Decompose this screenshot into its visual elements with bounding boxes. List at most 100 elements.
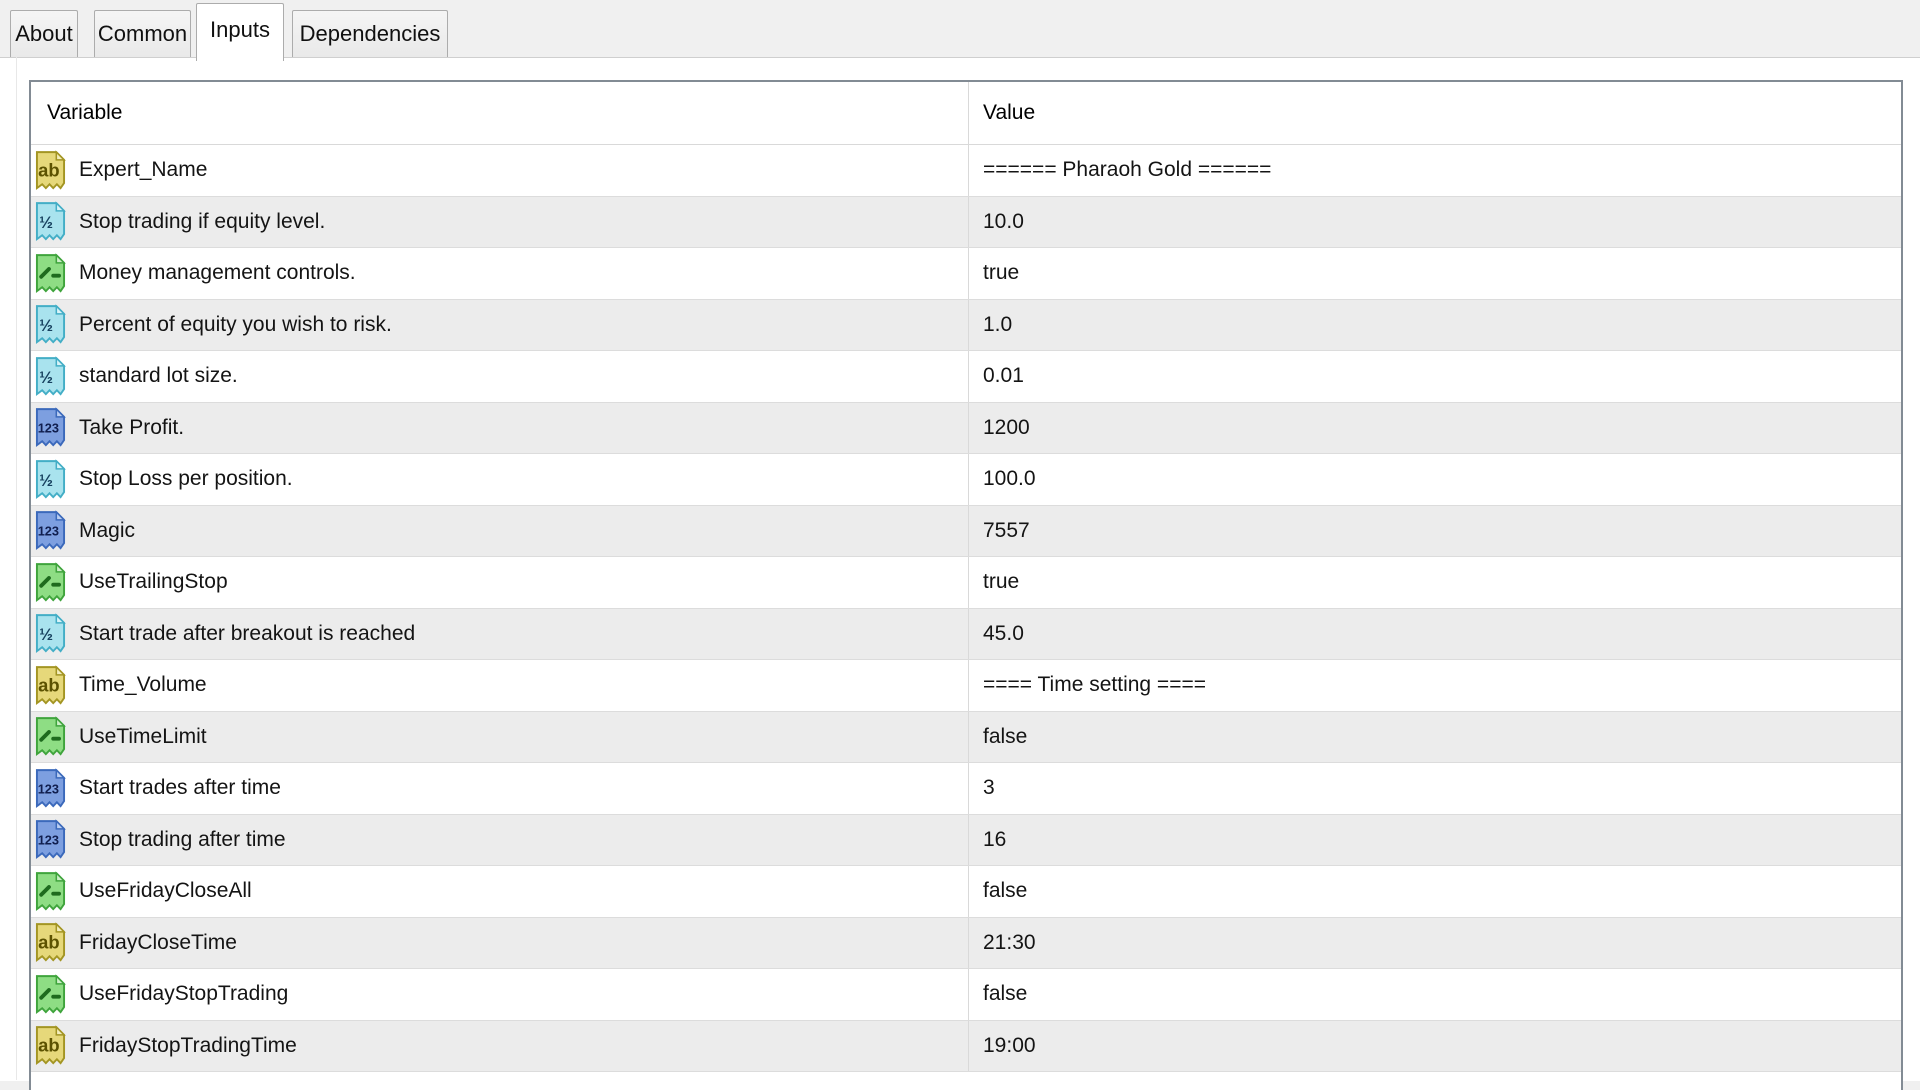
table-row[interactable]: ab FridayStopTradingTime 19:00 — [31, 1020, 1901, 1072]
table-row[interactable]: UseTrailingStop true — [31, 557, 1901, 609]
integer-type-icon: 123 — [35, 510, 66, 551]
variable-value: ====== Pharaoh Gold ====== — [983, 158, 1272, 182]
variable-cell: UseTimeLimit — [31, 712, 968, 763]
value-cell[interactable]: 45.0 — [968, 608, 1901, 659]
variable-name: Money management controls. — [79, 261, 356, 285]
value-cell[interactable]: 16 — [968, 814, 1901, 865]
type-icon-slot: 123 — [35, 819, 66, 860]
type-icon-slot — [35, 561, 66, 603]
variable-cell: ½ Stop trading if equity level. — [31, 197, 968, 248]
table-row[interactable]: UseFridayCloseAll false — [31, 866, 1901, 918]
variable-value: true — [983, 570, 1020, 594]
type-icon-slot: ab — [35, 1025, 66, 1066]
tab-inputs-label: Inputs — [210, 16, 270, 42]
svg-text:½: ½ — [39, 214, 53, 232]
table-row[interactable]: Money management controls. true — [31, 248, 1901, 300]
variable-cell: 123 Stop trading after time — [31, 815, 968, 866]
value-cell[interactable]: 3 — [968, 763, 1901, 814]
variable-cell: ½ standard lot size. — [31, 351, 968, 402]
value-cell[interactable]: false — [968, 711, 1901, 762]
tab-about[interactable]: About — [10, 10, 78, 57]
table-row[interactable]: 123 Stop trading after time 16 — [31, 814, 1901, 866]
variable-value: false — [983, 724, 1028, 748]
table-row[interactable]: ½ standard lot size. 0.01 — [31, 351, 1901, 403]
value-cell[interactable]: true — [968, 248, 1901, 299]
type-icon-slot: ab — [35, 922, 66, 963]
variable-value: 0.01 — [983, 364, 1024, 388]
double-type-icon: ½ — [35, 355, 66, 396]
table-row[interactable]: ab Time_Volume ==== Time setting ==== — [31, 660, 1901, 712]
variable-cell: ½ Stop Loss per position. — [31, 454, 968, 505]
variable-cell: 123 Start trades after time — [31, 763, 968, 814]
table-row[interactable]: ½ Percent of equity you wish to risk. 1.… — [31, 299, 1901, 351]
variable-name: Stop Loss per position. — [79, 467, 293, 491]
value-cell[interactable]: 19:00 — [968, 1020, 1901, 1071]
table-row[interactable]: ½ Start trade after breakout is reached … — [31, 608, 1901, 660]
variable-name: standard lot size. — [79, 364, 238, 388]
value-cell[interactable]: 1.0 — [968, 299, 1901, 350]
column-header-value[interactable]: Value — [968, 82, 1901, 144]
type-icon-slot: 123 — [35, 767, 66, 809]
type-icon-slot — [35, 870, 66, 912]
table-row[interactable]: ab Expert_Name ====== Pharaoh Gold =====… — [31, 145, 1901, 197]
inputs-table: Variable Value ab Expert_Name ====== Pha… — [29, 80, 1903, 1090]
type-icon-slot: ½ — [35, 201, 66, 242]
tab-common[interactable]: Common — [94, 10, 191, 57]
double-type-icon: ½ — [35, 458, 66, 499]
type-icon-slot: 123 — [35, 407, 66, 448]
value-cell[interactable]: 0.01 — [968, 351, 1901, 402]
variable-cell: ab Expert_Name — [31, 145, 968, 196]
value-cell[interactable]: ==== Time setting ==== — [968, 660, 1901, 711]
tab-dependencies[interactable]: Dependencies — [292, 10, 448, 57]
string-type-icon: ab — [35, 1025, 66, 1066]
variable-cell: ab Time_Volume — [31, 660, 968, 711]
value-cell[interactable]: false — [968, 866, 1901, 917]
variable-value: true — [983, 261, 1020, 285]
tab-inputs[interactable]: Inputs — [196, 3, 284, 61]
svg-text:ab: ab — [38, 932, 59, 953]
value-cell[interactable]: 7557 — [968, 505, 1901, 556]
value-cell[interactable]: 100.0 — [968, 454, 1901, 505]
value-cell[interactable]: false — [968, 969, 1901, 1020]
variable-cell: 123 Magic — [31, 506, 968, 557]
variable-name: UseFridayStopTrading — [79, 982, 289, 1006]
table-row[interactable]: ½ Stop Loss per position. 100.0 — [31, 454, 1901, 506]
table-row[interactable]: 123 Magic 7557 — [31, 505, 1901, 557]
boolean-type-icon — [35, 973, 66, 1014]
variable-name: Magic — [79, 518, 136, 542]
type-icon-slot: ½ — [35, 458, 66, 500]
table-row[interactable]: UseTimeLimit false — [31, 711, 1901, 763]
svg-text:½: ½ — [39, 626, 53, 644]
value-cell[interactable]: ====== Pharaoh Gold ====== — [968, 145, 1901, 196]
value-cell[interactable]: true — [968, 557, 1901, 608]
table-row[interactable]: 123 Take Profit. 1200 — [31, 402, 1901, 454]
table-row[interactable]: UseFridayStopTrading false — [31, 969, 1901, 1021]
tab-about-label: About — [15, 21, 73, 46]
variable-value: 21:30 — [983, 930, 1036, 954]
integer-type-icon: 123 — [35, 819, 66, 860]
boolean-type-icon — [35, 716, 66, 757]
type-icon-slot — [35, 716, 66, 757]
variable-cell: 123 Take Profit. — [31, 403, 968, 454]
column-header-variable[interactable]: Variable — [47, 101, 123, 124]
variable-name: Stop trading after time — [79, 827, 286, 851]
variable-cell: ½ Percent of equity you wish to risk. — [31, 300, 968, 351]
variable-name: Time_Volume — [79, 673, 207, 697]
value-cell[interactable]: 10.0 — [968, 196, 1901, 247]
variable-cell: ½ Start trade after breakout is reached — [31, 609, 968, 660]
variable-value: 19:00 — [983, 1033, 1036, 1057]
table-row[interactable]: 123 Start trades after time 3 — [31, 763, 1901, 815]
table-row[interactable]: ½ Stop trading if equity level. 10.0 — [31, 196, 1901, 248]
variable-cell: Money management controls. — [31, 248, 968, 299]
value-cell[interactable]: 21:30 — [968, 917, 1901, 968]
variable-cell: ab FridayCloseTime — [31, 918, 968, 969]
value-cell[interactable]: 1200 — [968, 402, 1901, 453]
double-type-icon: ½ — [35, 613, 66, 654]
table-row[interactable]: ab FridayCloseTime 21:30 — [31, 917, 1901, 969]
variable-name: UseTimeLimit — [79, 724, 207, 748]
type-icon-slot: ½ — [35, 304, 66, 345]
variable-name: FridayCloseTime — [79, 930, 237, 954]
variable-name: Start trades after time — [79, 776, 281, 800]
variable-value: false — [983, 879, 1028, 903]
double-type-icon: ½ — [35, 201, 66, 242]
